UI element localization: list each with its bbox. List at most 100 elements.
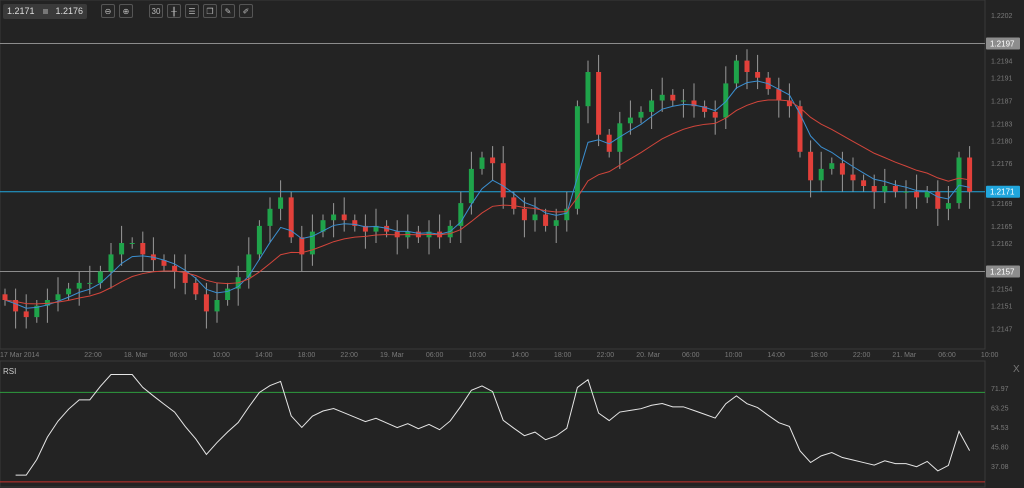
candle-body xyxy=(246,254,252,278)
rsi-close-button[interactable]: X xyxy=(1013,364,1020,375)
candle-body xyxy=(617,123,623,152)
candle-body xyxy=(394,231,400,238)
candle-body xyxy=(702,106,708,112)
price-tick-label: 1.2187 xyxy=(991,99,1013,106)
candle xyxy=(341,197,347,232)
candle xyxy=(193,277,199,300)
time-tick-label: 10:00 xyxy=(469,352,487,359)
settings-button[interactable]: ☰ xyxy=(185,4,199,18)
candle-body xyxy=(914,191,920,198)
price-tick-label: 1.2162 xyxy=(991,241,1013,248)
candle-body xyxy=(108,254,114,272)
time-tick-label: 10:00 xyxy=(212,352,230,359)
candle xyxy=(850,157,856,192)
candle-body xyxy=(723,83,729,118)
candle xyxy=(161,254,167,272)
candle-body xyxy=(44,300,50,306)
quote-box[interactable]: 1.2171 1.2176 xyxy=(3,3,87,19)
candle-body xyxy=(468,168,474,204)
draw-button[interactable]: ✐ xyxy=(239,4,253,18)
candle-body xyxy=(892,186,898,192)
price-tick-label: 1.2202 xyxy=(991,13,1013,20)
candle-body xyxy=(405,231,411,238)
candle-body xyxy=(34,305,40,318)
candle xyxy=(87,265,93,295)
candle xyxy=(214,282,220,323)
candle-body xyxy=(744,60,750,72)
candle xyxy=(23,294,29,329)
candle-body xyxy=(309,231,315,255)
candle xyxy=(2,288,8,306)
price-tick-label: 1.2191 xyxy=(991,76,1013,83)
candle xyxy=(680,89,686,118)
price-tick-label: 1.2151 xyxy=(991,304,1013,311)
rsi-title: RSI xyxy=(3,367,16,376)
ask-price: 1.2176 xyxy=(55,6,83,16)
candles-icon: ╫ xyxy=(171,6,177,16)
time-tick-label: 18:00 xyxy=(554,352,572,359)
candle xyxy=(596,54,602,147)
zoom-in-button[interactable]: ⊕ xyxy=(119,4,133,18)
candle xyxy=(246,237,252,289)
time-tick-label: 22:00 xyxy=(340,352,358,359)
candle-body xyxy=(956,157,962,204)
candle xyxy=(797,100,803,158)
candle-body xyxy=(384,225,390,232)
time-tick-label: 06:00 xyxy=(426,352,444,359)
candle-body xyxy=(903,191,909,193)
candle xyxy=(140,231,146,272)
candle xyxy=(203,282,209,329)
indicators-button[interactable]: ╫ xyxy=(167,4,181,18)
candle-body xyxy=(532,214,538,221)
rsi-tick-label: 45.80 xyxy=(991,445,1009,452)
spread-icon xyxy=(42,8,48,14)
candle xyxy=(150,237,156,272)
candle xyxy=(585,60,591,124)
candle-body xyxy=(543,214,549,226)
candle xyxy=(744,49,750,90)
candle xyxy=(437,214,443,249)
clone-button[interactable]: ❐ xyxy=(203,4,217,18)
candle-body xyxy=(66,288,72,295)
candle xyxy=(712,100,718,135)
candle xyxy=(362,214,368,249)
candle-body xyxy=(490,157,496,164)
candle xyxy=(914,174,920,209)
candle xyxy=(468,151,474,215)
candle-body xyxy=(670,94,676,101)
candle xyxy=(670,89,676,107)
candle-body xyxy=(659,94,665,101)
current-price-tag xyxy=(986,185,1020,198)
candle xyxy=(108,243,114,289)
candle xyxy=(479,151,485,175)
timeframe-button[interactable]: 30 xyxy=(149,4,163,18)
candle-body xyxy=(299,237,305,255)
candle-body xyxy=(755,72,761,78)
time-tick-label: 06:00 xyxy=(938,352,956,359)
candle xyxy=(829,157,835,175)
ema-slow-line xyxy=(4,99,970,305)
candle xyxy=(129,237,135,249)
edit-button[interactable]: ✎ xyxy=(221,4,235,18)
candle xyxy=(97,265,103,289)
zoom-out-button[interactable]: ⊖ xyxy=(101,4,115,18)
candle xyxy=(225,282,231,306)
candle-body xyxy=(2,294,8,300)
time-tick-label: 18:00 xyxy=(298,352,316,359)
price-tick-label: 1.2147 xyxy=(991,327,1013,334)
time-tick-label: 22:00 xyxy=(853,352,871,359)
candle-body xyxy=(362,225,368,232)
zoom-out-icon: ⊖ xyxy=(104,6,112,16)
candle-body xyxy=(267,208,273,226)
time-tick-label: 14:00 xyxy=(511,352,529,359)
candle xyxy=(924,186,930,204)
rsi-line xyxy=(15,374,971,476)
candle xyxy=(956,151,962,209)
candle xyxy=(55,277,61,312)
pen-icon: ✐ xyxy=(242,6,250,16)
candle-body xyxy=(447,225,453,238)
candle xyxy=(119,225,125,266)
candle-body xyxy=(437,231,443,238)
time-tick-label: 06:00 xyxy=(682,352,700,359)
